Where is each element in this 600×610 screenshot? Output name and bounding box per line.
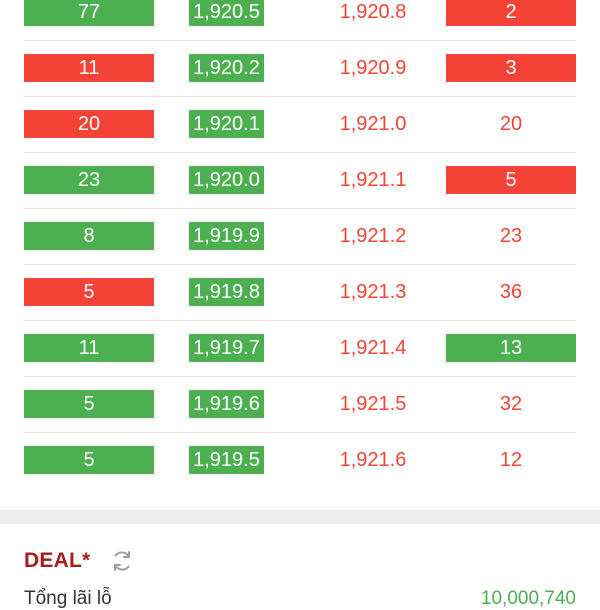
bid-price-cell[interactable]: 1,920.5 xyxy=(189,0,264,26)
order-book-row: 5 1,919.5 1,921.6 12 xyxy=(0,432,600,488)
summary-value: 10,000,740 xyxy=(480,588,576,609)
deal-header: DEAL* xyxy=(24,546,134,576)
bid-price-cell[interactable]: 1,920.1 xyxy=(189,110,264,138)
ask-volume-cell[interactable]: 3 xyxy=(446,54,576,82)
order-book: 77 1,920.5 1,920.8 2 11 1,920.2 1,920.9 … xyxy=(0,0,600,488)
bid-volume-cell[interactable]: 11 xyxy=(24,54,154,82)
bid-price-cell[interactable]: 1,919.5 xyxy=(189,446,264,474)
ask-price-cell[interactable]: 1,921.0 xyxy=(339,113,407,135)
order-book-row: 5 1,919.8 1,921.3 36 xyxy=(0,264,600,320)
bid-price-cell[interactable]: 1,919.6 xyxy=(189,390,264,418)
order-book-row: 77 1,920.5 1,920.8 2 xyxy=(0,0,600,40)
ask-volume-cell[interactable]: 23 xyxy=(499,225,523,247)
order-book-row: 23 1,920.0 1,921.1 5 xyxy=(0,152,600,208)
row-divider xyxy=(24,152,576,153)
ask-volume-cell[interactable]: 36 xyxy=(499,281,523,303)
order-book-row: 5 1,919.6 1,921.5 32 xyxy=(0,376,600,432)
row-divider xyxy=(24,96,576,97)
ask-price-cell[interactable]: 1,921.6 xyxy=(339,449,407,471)
bid-volume-cell[interactable]: 5 xyxy=(24,390,154,418)
ask-price-cell[interactable]: 1,921.1 xyxy=(339,169,407,191)
ask-volume-cell[interactable]: 20 xyxy=(499,113,523,135)
summary-label: Tổng lãi lỗ xyxy=(24,588,112,609)
row-divider xyxy=(24,376,576,377)
order-book-row: 8 1,919.9 1,921.2 23 xyxy=(0,208,600,264)
section-separator xyxy=(0,510,600,524)
bid-price-cell[interactable]: 1,919.7 xyxy=(189,334,264,362)
bid-price-cell[interactable]: 1,920.0 xyxy=(189,166,264,194)
ask-volume-cell[interactable]: 32 xyxy=(499,393,523,415)
bid-volume-cell[interactable]: 11 xyxy=(24,334,154,362)
bid-volume-cell[interactable]: 5 xyxy=(24,446,154,474)
order-book-row: 20 1,920.1 1,921.0 20 xyxy=(0,96,600,152)
ask-price-cell[interactable]: 1,921.3 xyxy=(339,281,407,303)
ask-volume-cell[interactable]: 12 xyxy=(499,449,523,471)
bid-volume-cell[interactable]: 77 xyxy=(24,0,154,26)
bid-volume-cell[interactable]: 23 xyxy=(24,166,154,194)
row-divider xyxy=(24,432,576,433)
row-divider xyxy=(24,264,576,265)
order-book-row: 11 1,919.7 1,921.4 13 xyxy=(0,320,600,376)
bid-price-cell[interactable]: 1,920.2 xyxy=(189,54,264,82)
row-divider xyxy=(24,320,576,321)
row-divider xyxy=(24,40,576,41)
ask-price-cell[interactable]: 1,921.2 xyxy=(339,225,407,247)
ask-price-cell[interactable]: 1,921.4 xyxy=(339,337,407,359)
refresh-icon[interactable] xyxy=(110,549,134,573)
ask-volume-cell[interactable]: 5 xyxy=(446,166,576,194)
ask-volume-cell[interactable]: 2 xyxy=(446,0,576,26)
bid-price-cell[interactable]: 1,919.8 xyxy=(189,278,264,306)
ask-price-cell[interactable]: 1,920.9 xyxy=(339,57,407,79)
bid-volume-cell[interactable]: 8 xyxy=(24,222,154,250)
ask-price-cell[interactable]: 1,920.8 xyxy=(339,1,407,23)
ask-volume-cell[interactable]: 13 xyxy=(446,334,576,362)
bid-volume-cell[interactable]: 20 xyxy=(24,110,154,138)
order-book-row: 11 1,920.2 1,920.9 3 xyxy=(0,40,600,96)
deal-title: DEAL* xyxy=(24,549,91,572)
bid-price-cell[interactable]: 1,919.9 xyxy=(189,222,264,250)
ask-price-cell[interactable]: 1,921.5 xyxy=(339,393,407,415)
bid-volume-cell[interactable]: 5 xyxy=(24,278,154,306)
row-divider xyxy=(24,208,576,209)
